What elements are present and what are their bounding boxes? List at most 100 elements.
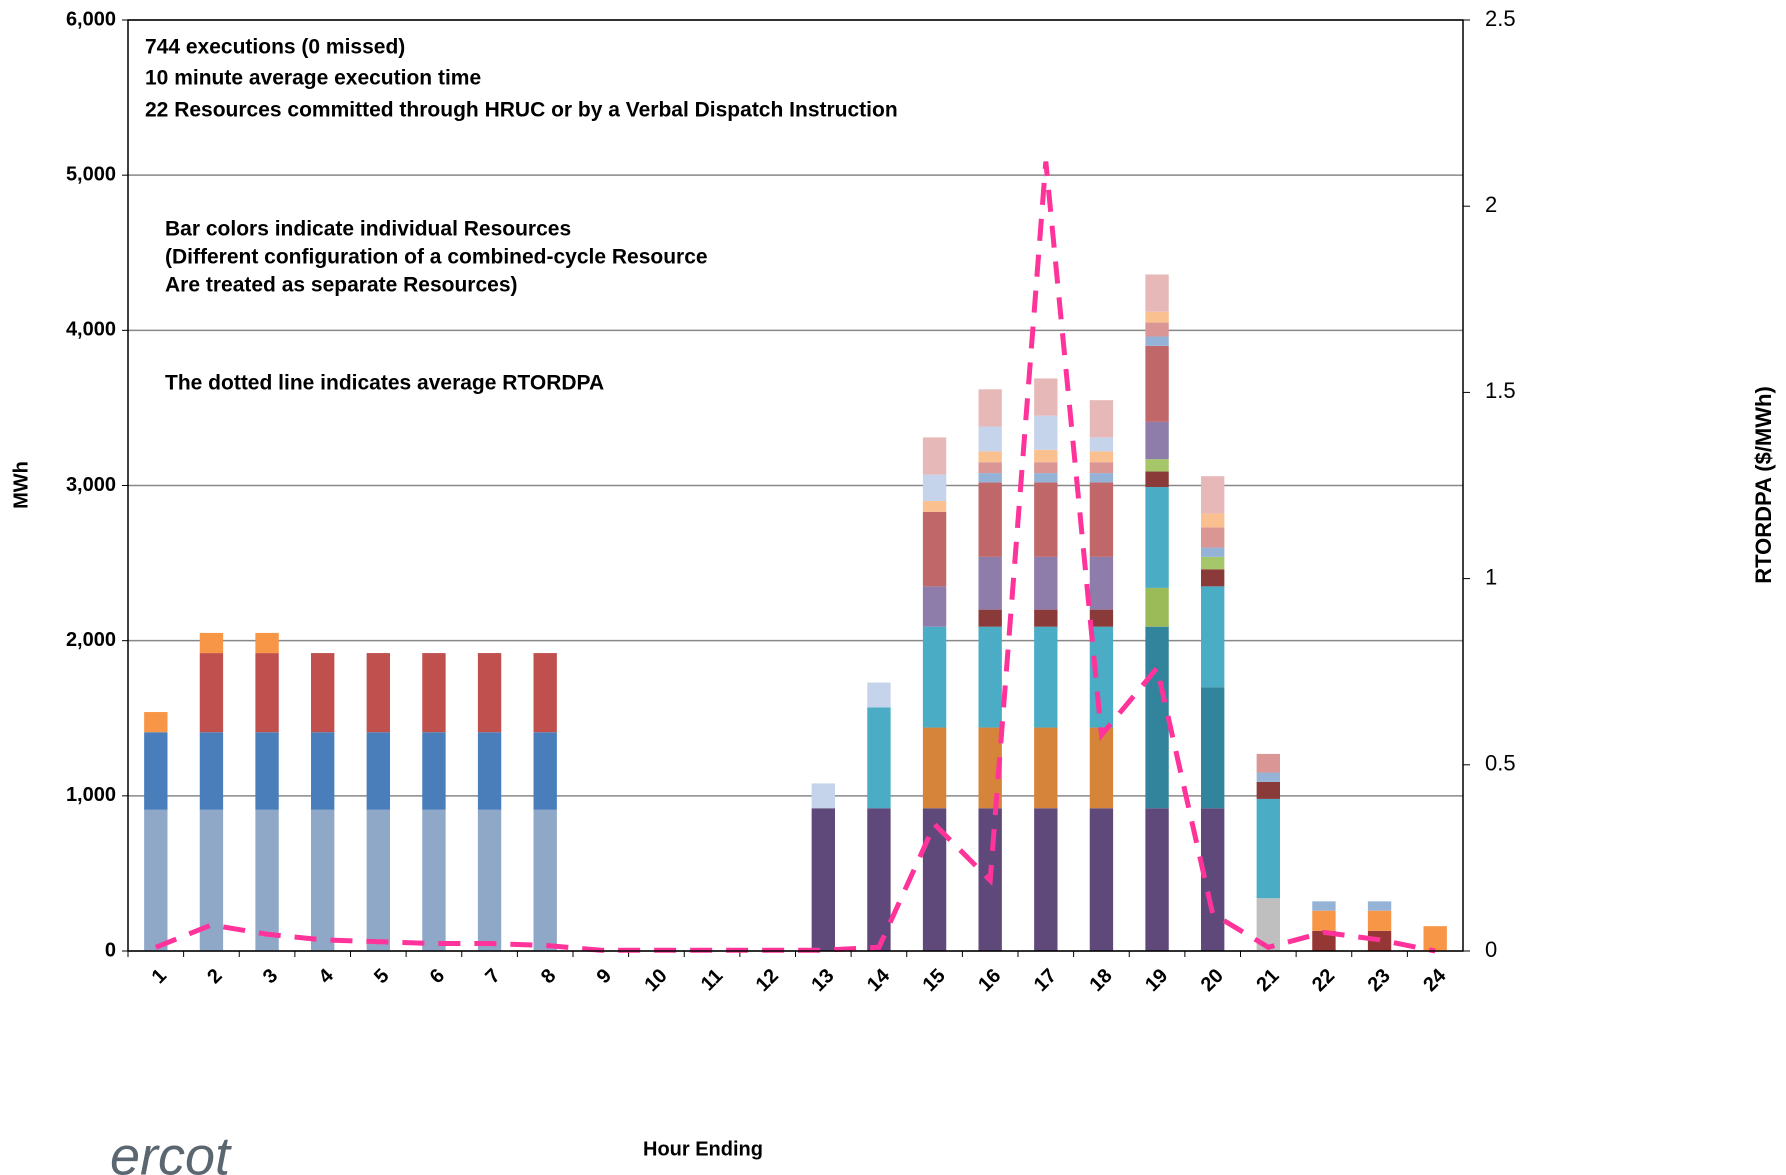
y2-tick-label: 2: [1485, 192, 1497, 217]
bar-segment: [199, 809, 224, 951]
bar-segment: [1034, 482, 1058, 557]
annotation: 744 executions (0 missed): [145, 36, 405, 59]
bar-segment: [311, 732, 335, 810]
bar-segment: [1312, 930, 1336, 951]
bar-segment: [477, 732, 502, 810]
x-axis-label: Hour Ending: [643, 1138, 763, 1160]
y2-tick-label: 0.5: [1485, 751, 1516, 776]
bar-segment: [811, 808, 835, 951]
bar-segment: [199, 632, 224, 654]
bar-segment: [978, 389, 1002, 427]
bar-segment: [422, 809, 446, 951]
x-tick-label: 2: [203, 965, 226, 988]
bar-segment: [1089, 727, 1114, 809]
bar-segment: [978, 626, 1002, 728]
y-tick-label: 1,000: [66, 784, 116, 806]
bar-segment: [1145, 587, 1169, 627]
x-tick-label: 20: [1197, 965, 1228, 996]
x-tick-label: 1: [148, 965, 171, 988]
bar-segment: [1034, 449, 1058, 463]
bar-segment: [922, 626, 947, 728]
bar-segment: [366, 653, 390, 733]
y-tick-label: 5,000: [66, 163, 116, 185]
bar-segment: [533, 809, 557, 951]
bar-segment: [311, 653, 335, 733]
bar-segment: [1145, 336, 1169, 346]
bar-segment: [922, 727, 947, 809]
bar-segment: [1423, 926, 1447, 951]
bar-segment: [255, 809, 279, 951]
bar-segment: [1089, 482, 1114, 557]
bar-segment: [1367, 910, 1392, 931]
bar-segment: [1256, 753, 1280, 773]
x-tick-label: 22: [1308, 965, 1339, 996]
y2-tick-label: 2.5: [1485, 6, 1516, 31]
bar-segment: [867, 808, 891, 951]
x-tick-label: 7: [481, 965, 504, 988]
bar-segment: [1201, 687, 1225, 809]
y-tick-label: 3,000: [66, 474, 116, 496]
bar-segment: [144, 809, 168, 951]
plot-frame: [127, 19, 1464, 952]
bar-segment: [1034, 727, 1058, 809]
bar-segment: [1145, 808, 1169, 951]
y2-tick-label: 1.5: [1485, 378, 1516, 403]
bar-segment: [1256, 798, 1280, 899]
bar-segment: [422, 732, 446, 810]
bar-segment: [811, 783, 835, 809]
bar-segment: [1312, 901, 1336, 911]
x-tick-label: 11: [697, 965, 728, 996]
bar-segment: [1145, 626, 1169, 809]
bar-segment: [922, 474, 947, 502]
annotation: (Different configuration of a combined-c…: [165, 246, 708, 269]
bar-segment: [1145, 345, 1169, 422]
annotation: 10 minute average execution time: [145, 67, 481, 90]
y-tick-label: 4,000: [66, 319, 116, 341]
bar-segment: [922, 437, 947, 475]
bar-segment: [1034, 473, 1058, 483]
y-axis-label: MWh: [10, 461, 32, 509]
annotation: Are treated as separate Resources): [165, 274, 518, 297]
annotation: 22 Resources committed through HRUC or b…: [145, 99, 898, 122]
bar-segment: [1089, 473, 1114, 483]
bar-segment: [1034, 556, 1058, 610]
y2-tick-label: 0: [1485, 937, 1497, 962]
bar-segment: [255, 653, 279, 733]
bar-segment: [1201, 556, 1225, 570]
bar-segment: [1367, 901, 1392, 911]
bar-segment: [1034, 626, 1058, 728]
y-tick-label: 2,000: [66, 629, 116, 651]
x-tick-label: 8: [537, 965, 560, 988]
bar-segment: [1145, 471, 1169, 488]
bar-segment: [533, 732, 557, 810]
bar-segment: [477, 809, 502, 951]
x-tick-label: 5: [370, 965, 393, 988]
bar-segment: [1145, 421, 1169, 460]
x-tick-label: 17: [1030, 965, 1061, 996]
bar-segment: [978, 426, 1002, 452]
bar-segment: [978, 473, 1002, 483]
x-tick-label: 10: [640, 965, 671, 996]
bar-segment: [1089, 609, 1114, 627]
bar-segment: [978, 482, 1002, 557]
bar-segment: [1312, 910, 1336, 931]
bar-segment: [144, 732, 168, 810]
bar-segment: [1201, 586, 1225, 688]
annotation: Bar colors indicate individual Resources: [165, 218, 571, 241]
bar-segment: [1034, 415, 1058, 450]
x-tick-label: 9: [593, 965, 616, 988]
bar-segment: [1201, 476, 1225, 514]
y-tick-label: 6,000: [66, 8, 116, 30]
y-tick-label: 0: [105, 939, 116, 961]
line-series: [154, 161, 1436, 954]
annotation: The dotted line indicates average RTORDP…: [165, 372, 604, 395]
bar-segment: [199, 653, 224, 733]
x-tick-label: 19: [1141, 965, 1172, 996]
bar-segment: [1201, 513, 1225, 528]
bar-segment: [199, 732, 224, 810]
bar-segment: [978, 556, 1002, 610]
bar-segment: [978, 727, 1002, 809]
x-tick-label: 15: [919, 965, 950, 996]
bar-segment: [1034, 378, 1058, 416]
